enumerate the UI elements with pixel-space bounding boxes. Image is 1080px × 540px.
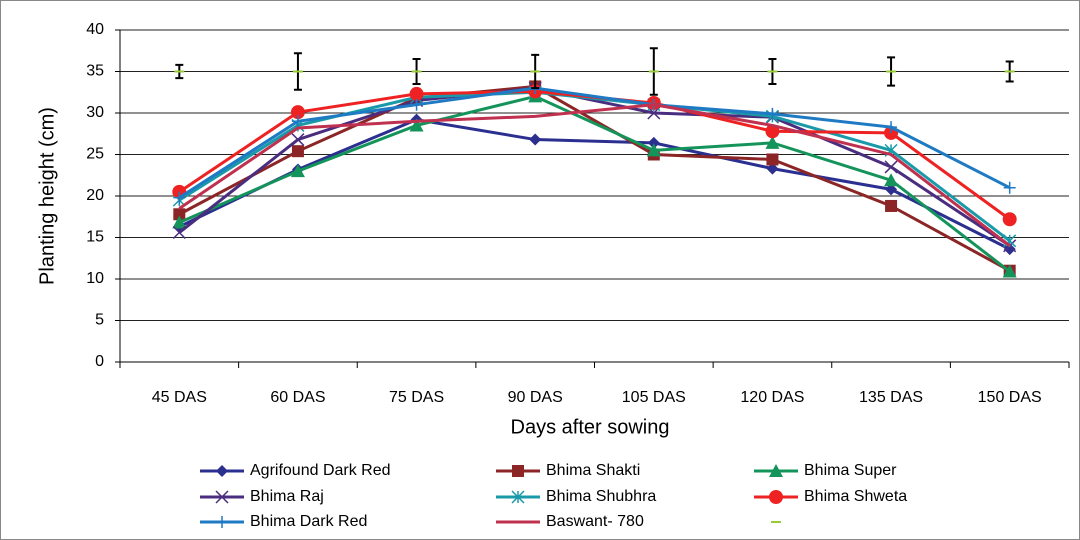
data-point — [1002, 212, 1017, 227]
x-tick-label: 90 DAS — [508, 389, 563, 406]
data-point — [291, 133, 305, 147]
data-point — [1003, 181, 1016, 194]
y-tick-label: 40 — [86, 21, 104, 38]
y-tick-label: 30 — [86, 104, 104, 121]
data-point — [173, 208, 186, 221]
y-tick-label: 20 — [86, 187, 104, 204]
y-tick-label: 35 — [86, 63, 104, 80]
legend-marker — [512, 465, 524, 477]
data-point — [409, 118, 424, 132]
x-tick-label: 150 DAS — [978, 389, 1042, 406]
x-tick-label: 135 DAS — [859, 389, 923, 406]
data-point — [291, 115, 304, 128]
data-point — [766, 162, 779, 175]
data-point — [646, 143, 661, 157]
series-line — [178, 86, 1011, 199]
data-point — [885, 199, 898, 212]
series-line — [178, 84, 1011, 273]
data-point — [1002, 264, 1017, 278]
legend-label: Bhima Shubhra — [546, 488, 656, 505]
data-point — [410, 98, 423, 111]
y-axis-label: Planting height (cm) — [36, 107, 58, 285]
data-point — [409, 86, 424, 101]
y-tick-label: 15 — [86, 229, 104, 246]
legend-marker — [769, 464, 783, 477]
data-point — [885, 121, 898, 134]
data-point — [885, 183, 898, 196]
data-point — [884, 160, 898, 174]
legend-label: Bhima Shakti — [546, 462, 640, 479]
data-point — [765, 135, 780, 149]
series-line — [178, 86, 1011, 248]
legend-marker — [216, 516, 228, 528]
x-tick-label: 60 DAS — [270, 389, 325, 406]
data-point — [766, 153, 779, 166]
legend-marker — [511, 490, 525, 504]
y-tick-label: 0 — [95, 353, 104, 370]
legend-marker — [215, 490, 229, 504]
x-tick-label: 75 DAS — [389, 389, 444, 406]
legend-label: Baswant- 780 — [546, 513, 644, 530]
y-tick-label: 5 — [95, 312, 104, 329]
legend-marker — [769, 490, 783, 504]
series-line — [178, 118, 1011, 251]
data-point — [647, 136, 660, 149]
x-axis-label: Days after sowing — [511, 416, 670, 438]
series-line — [178, 94, 1011, 273]
y-tick-label: 10 — [86, 270, 104, 287]
x-tick-label: 120 DAS — [740, 389, 804, 406]
data-point — [291, 145, 304, 158]
legend-label: Bhima Super — [804, 462, 897, 479]
data-point — [290, 164, 305, 178]
legend-label: Bhima Raj — [250, 488, 324, 505]
data-point — [529, 133, 542, 146]
x-tick-label: 105 DAS — [622, 389, 686, 406]
y-tick-label: 25 — [86, 146, 104, 163]
x-tick-label: 45 DAS — [152, 389, 207, 406]
data-point — [884, 173, 899, 187]
data-point — [173, 191, 186, 204]
data-point — [172, 215, 187, 229]
legend-label: Bhima Dark Red — [250, 513, 367, 530]
data-point — [172, 225, 186, 240]
legend-label: Bhima Shweta — [804, 488, 907, 505]
data-point — [1003, 243, 1016, 256]
series-line — [178, 103, 1011, 247]
data-point — [766, 107, 779, 120]
legend-marker — [216, 465, 228, 477]
data-point — [290, 105, 305, 120]
legend-label: Agrifound Dark Red — [250, 462, 391, 479]
